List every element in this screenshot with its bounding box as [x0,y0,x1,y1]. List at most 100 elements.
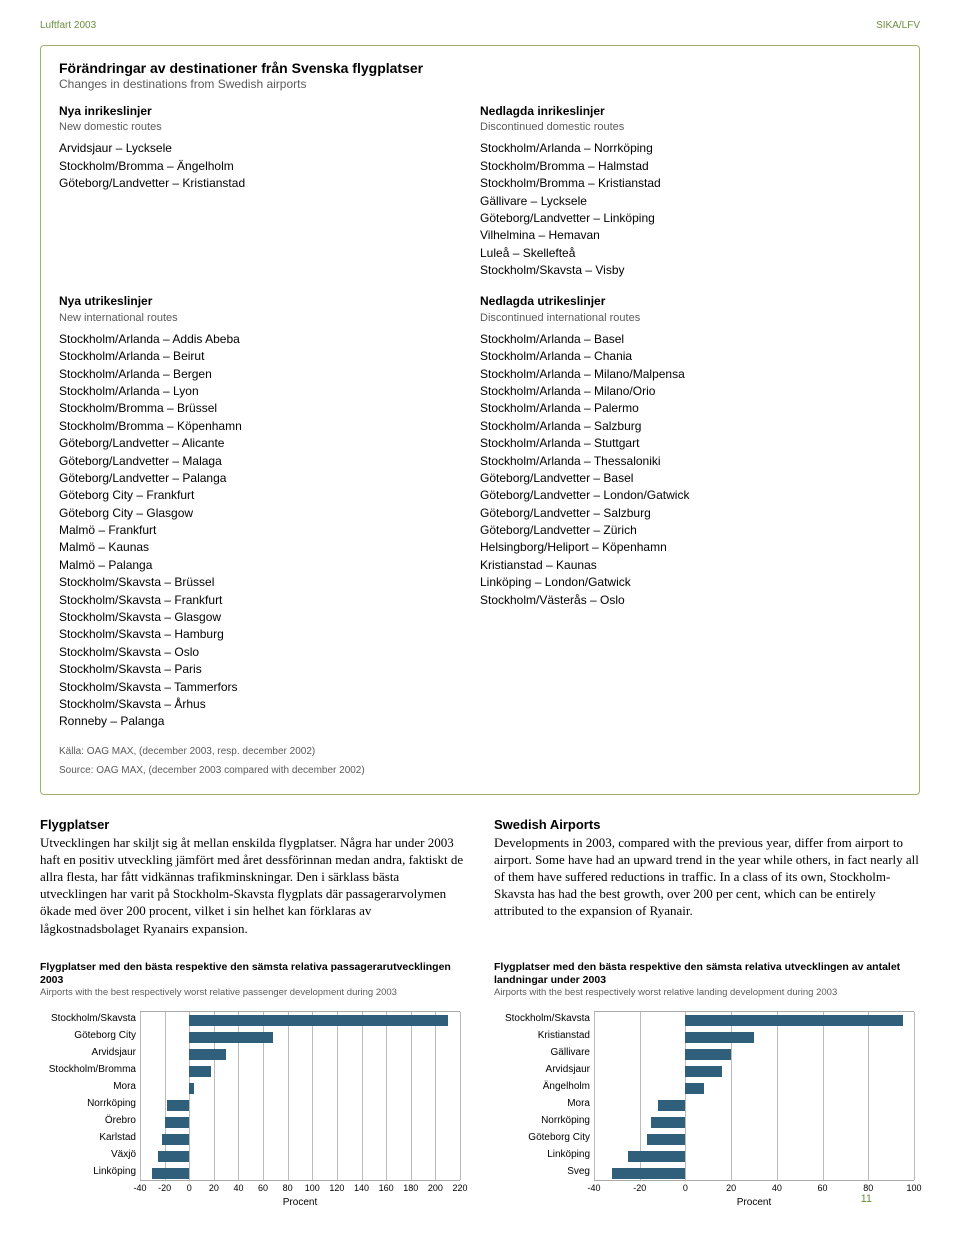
chart-y-label: Karlstad [40,1130,140,1147]
route-list: Stockholm/Arlanda – BaselStockholm/Arlan… [480,331,901,609]
destinations-panel: Förändringar av destinationer från Svens… [40,45,920,795]
block-domestic-new: Nya inrikeslinjer New domestic routes Ar… [59,103,480,279]
block-head: Nya utrikeslinjer [59,293,480,310]
chart-bar [685,1032,754,1043]
chart-x-tick: 0 [187,1183,192,1193]
route-line: Stockholm/Skavsta – Oslo [59,644,480,661]
page-header: Luftfart 2003 SIKA/LFV [40,20,920,31]
chart-x-tick: 60 [818,1183,828,1193]
chart-x-tick: 20 [726,1183,736,1193]
chart-y-label: Växjö [40,1147,140,1164]
route-line: Göteborg City – Frankfurt [59,487,480,504]
chart-bar [651,1117,685,1128]
grid-line [460,1012,461,1180]
text-head-en: Swedish Airports [494,817,920,832]
chart-y-label: Arvidsjaur [40,1045,140,1062]
grid-line [337,1012,338,1180]
chart-x-tick: 160 [379,1183,394,1193]
route-line: Stockholm/Skavsta – Paris [59,661,480,678]
chart-bar [162,1134,189,1145]
chart-x-tick: 120 [329,1183,344,1193]
source-en: Source: OAG MAX, (december 2003 compared… [59,764,901,778]
route-line: Helsingborg/Heliport – Köpenhamn [480,539,901,556]
chart-bar [685,1083,703,1094]
chart-bar [189,1015,447,1026]
body-text-en: Swedish Airports Developments in 2003, c… [494,817,920,937]
chart-plot [594,1011,914,1181]
chart-y-label: Göteborg City [40,1028,140,1045]
chart-sub: Airports with the best respectively wors… [494,987,920,999]
route-line: Stockholm/Skavsta – Hamburg [59,626,480,643]
chart-y-label: Norrköping [40,1096,140,1113]
chart-x-tick: 80 [863,1183,873,1193]
grid-line [868,1012,869,1180]
chart-bar [189,1049,226,1060]
route-line: Stockholm/Arlanda – Milano/Orio [480,383,901,400]
route-line: Linköping – London/Gatwick [480,574,901,591]
route-line: Ronneby – Palanga [59,713,480,730]
text-head-sv: Flygplatser [40,817,466,832]
grid-line [362,1012,363,1180]
chart-x-tick: 200 [428,1183,443,1193]
chart-x-tick: 40 [233,1183,243,1193]
grid-line [914,1012,915,1180]
route-line: Stockholm/Arlanda – Salzburg [480,418,901,435]
route-line: Vilhelmina – Hemavan [480,227,901,244]
body-text-row: Flygplatser Utvecklingen har skiljt sig … [40,817,920,937]
route-line: Göteborg/Landvetter – Palanga [59,470,480,487]
grid-line [823,1012,824,1180]
route-line: Malmö – Kaunas [59,539,480,556]
chart-y-label: Stockholm/Skavsta [40,1011,140,1028]
block-domestic: Nya inrikeslinjer New domestic routes Ar… [59,103,901,279]
chart-x-tick: 100 [906,1183,921,1193]
chart-bar [158,1151,189,1162]
chart-bar [612,1168,685,1179]
route-line: Stockholm/Arlanda – Lyon [59,383,480,400]
route-line: Stockholm/Skavsta – Tammerfors [59,679,480,696]
route-line: Stockholm/Bromma – Ängelholm [59,158,480,175]
charts-row: Flygplatser med den bästa respektive den… [40,961,920,1211]
grid-line [594,1012,595,1180]
route-line: Kristianstad – Kaunas [480,557,901,574]
route-line: Stockholm/Bromma – Köpenhamn [59,418,480,435]
route-line: Stockholm/Arlanda – Beirut [59,348,480,365]
chart-y-label: Kristianstad [494,1028,594,1045]
route-line: Göteborg/Landvetter – Kristianstad [59,175,480,192]
chart-x-tick: 180 [403,1183,418,1193]
chart-x-tick: 100 [305,1183,320,1193]
chart-x-tick: 220 [452,1183,467,1193]
route-line: Stockholm/Arlanda – Chania [480,348,901,365]
route-line: Stockholm/Bromma – Kristianstad [480,175,901,192]
chart-y-label: Örebro [40,1113,140,1130]
chart-title: Flygplatser med den bästa respektive den… [40,961,466,987]
chart-area: Stockholm/SkavstaKristianstadGällivareAr… [494,1011,914,1211]
chart-x-tick: 80 [283,1183,293,1193]
chart-bar [685,1015,902,1026]
route-line: Stockholm/Arlanda – Thessaloniki [480,453,901,470]
route-line: Stockholm/Arlanda – Stuttgart [480,435,901,452]
route-line: Stockholm/Arlanda – Bergen [59,366,480,383]
text-body-sv: Utvecklingen har skiljt sig åt mellan en… [40,834,466,937]
chart-area: Stockholm/SkavstaGöteborg CityArvidsjaur… [40,1011,460,1211]
route-line: Stockholm/Skavsta – Århus [59,696,480,713]
chart-bar [189,1066,211,1077]
chart-bar [628,1151,685,1162]
grid-line [411,1012,412,1180]
chart-x-tick: 40 [772,1183,782,1193]
route-line: Stockholm/Arlanda – Norrköping [480,140,901,157]
block-intl-new: Nya utrikeslinjer New international rout… [59,293,480,730]
route-line: Göteborg/Landvetter – Linköping [480,210,901,227]
chart-y-label: Norrköping [494,1113,594,1130]
route-line: Stockholm/Skavsta – Visby [480,262,901,279]
block-intl-disc: Nedlagda utrikeslinjer Discontinued inte… [480,293,901,730]
chart-sub: Airports with the best respectively wors… [40,987,466,999]
chart-bar [152,1168,189,1179]
route-line: Stockholm/Västerås – Oslo [480,592,901,609]
route-line: Stockholm/Skavsta – Frankfurt [59,592,480,609]
chart-bar [685,1066,722,1077]
block-intl: Nya utrikeslinjer New international rout… [59,293,901,730]
chart-y-labels: Stockholm/SkavstaKristianstadGällivareAr… [494,1011,594,1181]
chart-y-labels: Stockholm/SkavstaGöteborg CityArvidsjaur… [40,1011,140,1181]
chart-x-tick: 0 [683,1183,688,1193]
chart-x-axis-label: Procent [140,1197,460,1208]
